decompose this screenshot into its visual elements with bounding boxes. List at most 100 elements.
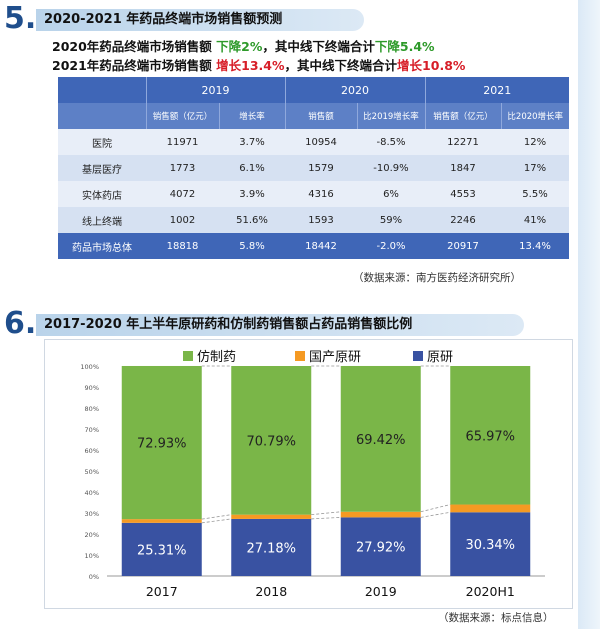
stacked-bar-chart: 仿制药 国产原研 原研 0% 10% 20% 30% 40% 50% 60% 70% 80% 90% 10…: [80, 350, 545, 599]
legend-swatch: [183, 351, 193, 361]
table-cell: 1773: [146, 155, 219, 181]
data-label: 69.42%: [356, 433, 406, 448]
row-label: 基层医疗: [58, 155, 146, 181]
headline-2021: 2021年药品终端市场销售额 增长13.4%，其中线下终端合计增长10.8%: [52, 55, 465, 74]
data-label: 70.79%: [246, 434, 296, 449]
x-tick-label: 2020H1: [466, 584, 515, 599]
y-tick-label: 20%: [85, 531, 99, 539]
data-label: 65.97%: [465, 429, 515, 444]
table-subheader: 销售额（亿元） 增长率 销售额 比2019增长率 销售额（亿元） 比2020增长…: [58, 103, 569, 129]
row-label: 医院: [58, 129, 146, 155]
subheader-cell: 比2019增长率: [356, 103, 425, 129]
y-tick-label: 60%: [85, 447, 99, 455]
subheader-blank: [58, 103, 146, 129]
table-cell: 10954: [285, 129, 357, 155]
subheader-cell: 增长率: [218, 103, 285, 129]
year-header: 2021: [424, 77, 569, 103]
headline-2020-mid: ，其中线下终端合计: [262, 39, 375, 54]
headline-2021-prefix: 2021年药品终端市场销售额: [52, 58, 212, 73]
right-decorative-rail: [578, 0, 600, 629]
bar-segment: [340, 517, 421, 576]
y-tick-label: 100%: [80, 363, 99, 371]
bar-segment: [231, 518, 312, 576]
connector-line: [420, 504, 451, 513]
table-row: 线上终端 1002 51.6% 1593 59% 2246 41%: [58, 207, 569, 233]
table-year-header: 2019 2020 2021: [58, 77, 569, 103]
headline-2020: 2020年药品终端市场销售额 下降2%，其中线下终端合计下降5.4%: [52, 36, 435, 55]
table-cell: 18442: [285, 233, 357, 259]
table-cell: 4553: [425, 181, 501, 207]
table-cell: 5.8%: [219, 233, 285, 259]
headline-2021-mid: ，其中线下终端合计: [284, 58, 398, 73]
y-tick-label: 40%: [85, 489, 99, 497]
headline-2020-change: 下降2%: [216, 39, 263, 54]
headline-2021-change2: 增长10.8%: [397, 58, 466, 73]
connector-line: [311, 516, 341, 520]
table-row: 基层医疗 1773 6.1% 1579 -10.9% 1847 17%: [58, 155, 569, 181]
table-cell: 12%: [501, 129, 569, 155]
data-label: 27.18%: [246, 541, 296, 556]
data-label: 27.92%: [356, 541, 406, 556]
connector-line: [201, 514, 232, 520]
table-cell: 1002: [146, 207, 219, 233]
table-cell: -8.5%: [357, 129, 425, 155]
x-tick-label: 2019: [365, 584, 397, 599]
bar-segment: [231, 514, 312, 519]
year-header: 2020: [284, 77, 425, 103]
bar-segment: [231, 366, 312, 515]
table-cell: 1593: [285, 207, 357, 233]
row-label: 线上终端: [58, 207, 146, 233]
bar-segment: [340, 365, 421, 512]
table-cell: 17%: [501, 155, 569, 181]
table-row: 实体药店 4072 3.9% 4316 6% 4553 5.5%: [58, 181, 569, 207]
table-cell: -2.0%: [357, 233, 425, 259]
bar-segment: [121, 519, 202, 523]
table-cell: 20917: [425, 233, 501, 259]
connector-line: [420, 511, 451, 518]
connector-line: [311, 511, 341, 516]
table-cell: 2246: [425, 207, 501, 233]
table-cell: 13.4%: [501, 233, 569, 259]
y-tick-label: 30%: [85, 510, 99, 518]
headline-2020-change2: 下降5.4%: [374, 39, 435, 54]
legend-label: 原研: [427, 350, 453, 365]
table-cell: 18818: [146, 233, 219, 259]
data-label: 25.31%: [137, 543, 187, 558]
y-tick-label: 90%: [85, 384, 99, 392]
subheader-cell: 比2020增长率: [500, 103, 569, 129]
row-label: 实体药店: [58, 181, 146, 207]
y-tick-label: 0%: [89, 573, 99, 581]
table-cell: 41%: [501, 207, 569, 233]
section-5-number: 5.: [4, 1, 37, 36]
x-tick-label: 2018: [255, 584, 287, 599]
section-5-source: （数据来源：南方医药经济研究所）: [353, 272, 521, 284]
section-6-source: （数据来源：标点信息）: [438, 612, 554, 624]
data-label: 30.34%: [465, 538, 515, 553]
headline-2020-prefix: 2020年药品终端市场销售额: [52, 39, 212, 54]
bar-segment: [121, 365, 202, 520]
legend-label: 仿制药: [197, 350, 236, 365]
x-tick-label: 2017: [146, 584, 178, 599]
legend-swatch: [413, 351, 423, 361]
table-cell: 3.9%: [219, 181, 285, 207]
sales-forecast-table: 2019 2020 2021 销售额（亿元） 增长率 销售额 比2019增长率 …: [58, 77, 569, 259]
table-cell: 6%: [357, 181, 425, 207]
table-cell: 51.6%: [219, 207, 285, 233]
table-cell: 3.7%: [219, 129, 285, 155]
legend-swatch: [295, 351, 305, 361]
table-cell: 6.1%: [219, 155, 285, 181]
chart-container: 仿制药 国产原研 原研 0% 10% 20% 30% 40% 50% 60% 70% 80% 90% 10…: [44, 339, 573, 609]
table-row: 医院 11971 3.7% 10954 -8.5% 12271 12%: [58, 129, 569, 155]
legend-label: 国产原研: [309, 350, 361, 365]
bar-segment: [121, 522, 202, 576]
y-tick-label: 50%: [85, 468, 99, 476]
connector-line: [201, 518, 232, 524]
table-cell: 4316: [285, 181, 357, 207]
table-cell: 1847: [425, 155, 501, 181]
headline-2021-change: 增长13.4%: [216, 58, 285, 73]
subheader-cell: 销售额（亿元）: [145, 103, 219, 129]
y-tick-label: 70%: [85, 426, 99, 434]
table-cell: -10.9%: [357, 155, 425, 181]
table-total-row: 药品市场总体 18818 5.8% 18442 -2.0% 20917 13.4%: [58, 233, 569, 259]
table-cell: 59%: [357, 207, 425, 233]
